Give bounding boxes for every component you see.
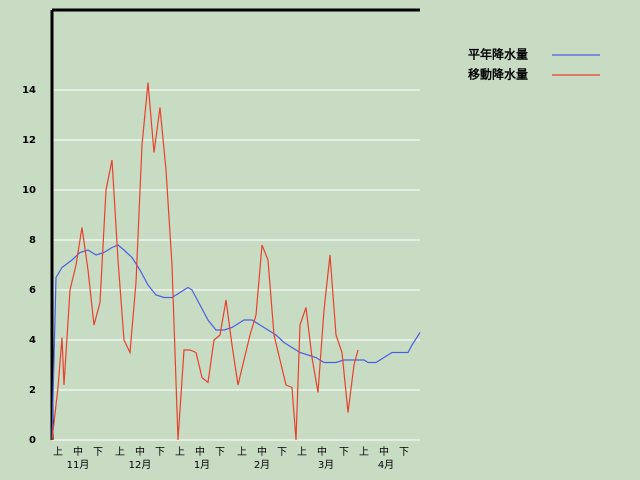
y-tick-label: 8 (29, 235, 36, 246)
x-tick-label: 下 (277, 447, 287, 458)
y-tick-label: 10 (22, 185, 36, 196)
y-tick-label: 0 (29, 435, 36, 446)
month-label: 11月 (67, 459, 90, 471)
y-tick-label: 2 (29, 385, 36, 396)
x-tick-label: 上 (115, 446, 125, 458)
y-tick-label: 14 (22, 85, 36, 96)
month-label: 2月 (254, 459, 270, 471)
month-label: 4月 (378, 459, 394, 471)
x-tick-label: 上 (297, 446, 307, 458)
x-tick-label: 中 (257, 445, 267, 458)
legend-label: 移動降水量 (468, 67, 528, 82)
month-label: 1月 (194, 459, 210, 471)
x-tick-label: 下 (155, 447, 165, 458)
series-line (51, 82, 359, 441)
x-tick-label: 中 (73, 445, 83, 458)
x-tick-label: 下 (93, 447, 103, 458)
x-tick-label: 中 (379, 445, 389, 458)
x-tick-label: 下 (339, 447, 349, 458)
x-tick-label: 中 (135, 445, 145, 458)
month-label: 3月 (318, 459, 334, 471)
month-label: 12月 (129, 459, 152, 471)
x-tick-label: 下 (399, 447, 409, 458)
x-tick-label: 上 (359, 446, 369, 458)
series-line (51, 244, 421, 441)
y-tick-label: 6 (29, 285, 36, 296)
y-tick-label: 12 (22, 135, 36, 146)
x-tick-label: 中 (195, 445, 205, 458)
x-tick-label: 上 (53, 446, 63, 458)
x-tick-label: 上 (237, 446, 247, 458)
x-tick-label: 中 (317, 445, 327, 458)
legend-label: 平年降水量 (468, 47, 528, 62)
y-tick-label: 4 (29, 335, 36, 346)
x-tick-label: 下 (215, 447, 225, 458)
x-tick-label: 上 (175, 446, 185, 458)
